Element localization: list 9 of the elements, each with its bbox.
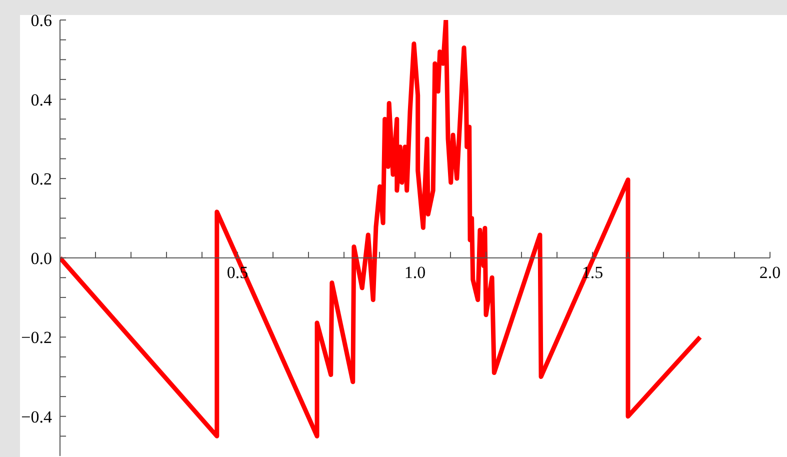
y-tick-label: −0.4 bbox=[21, 407, 52, 426]
x-tick-label: 2.0 bbox=[759, 262, 781, 282]
y-tick-label: 0.2 bbox=[30, 170, 52, 189]
y-tick-label: 0.4 bbox=[30, 90, 52, 110]
y-tick-label: −0.2 bbox=[21, 328, 52, 348]
x-tick-label: 1.0 bbox=[404, 262, 426, 282]
y-tick-label: 0.0 bbox=[30, 248, 52, 268]
y-tick-label: 0.6 bbox=[30, 11, 52, 30]
line-series bbox=[60, 20, 702, 438]
